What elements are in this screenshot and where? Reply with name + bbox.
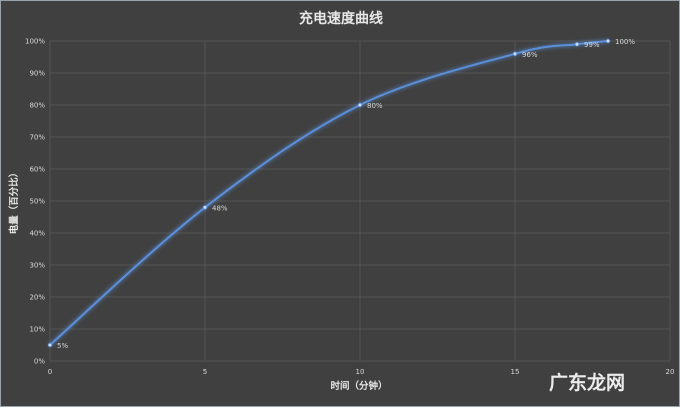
y-tick-label: 30% bbox=[29, 262, 45, 270]
data-points bbox=[47, 38, 611, 348]
data-point bbox=[574, 42, 580, 47]
watermark-logo: 广东龙网 bbox=[549, 371, 625, 394]
data-point bbox=[47, 342, 53, 348]
data-point bbox=[357, 102, 363, 108]
y-tick-label: 0% bbox=[34, 358, 45, 366]
data-point bbox=[512, 51, 518, 56]
y-tick-label: 70% bbox=[29, 134, 45, 142]
x-tick-label: 10 bbox=[356, 368, 365, 376]
data-label: 96% bbox=[522, 51, 538, 59]
y-tick-label: 80% bbox=[29, 102, 45, 110]
x-tick-label: 0 bbox=[48, 368, 52, 376]
data-label: 99% bbox=[584, 41, 600, 49]
y-tick-label: 100% bbox=[25, 38, 45, 46]
grid bbox=[49, 40, 671, 362]
data-label: 5% bbox=[57, 342, 68, 350]
y-tick-label: 20% bbox=[29, 294, 45, 302]
data-point bbox=[605, 38, 611, 44]
chart-title: 充电速度曲线 bbox=[299, 10, 383, 27]
data-labels: 5% 48% 80% 96% 99% 100% bbox=[57, 38, 635, 350]
data-label: 100% bbox=[615, 38, 635, 46]
y-axis-title: 电量（百分比） bbox=[8, 168, 20, 235]
y-tick-label: 60% bbox=[29, 166, 45, 174]
data-point bbox=[202, 205, 208, 210]
y-tick-label: 40% bbox=[29, 230, 45, 238]
x-tick-label: 15 bbox=[511, 368, 520, 376]
y-axis-ticks: 0% 10% 20% 30% 40% 50% 60% 70% 80% 90% 100% bbox=[25, 38, 45, 366]
x-tick-label: 20 bbox=[666, 368, 675, 376]
x-tick-label: 5 bbox=[203, 368, 207, 376]
y-tick-label: 10% bbox=[29, 326, 45, 334]
y-tick-label: 90% bbox=[29, 70, 45, 78]
data-label: 48% bbox=[212, 204, 228, 212]
series-line bbox=[49, 40, 609, 346]
series-path bbox=[49, 40, 609, 346]
data-label: 80% bbox=[367, 102, 383, 110]
y-tick-label: 50% bbox=[29, 198, 45, 206]
x-axis-title: 时间（分钟） bbox=[330, 380, 387, 392]
x-axis-ticks: 0 5 10 15 20 bbox=[48, 368, 675, 376]
